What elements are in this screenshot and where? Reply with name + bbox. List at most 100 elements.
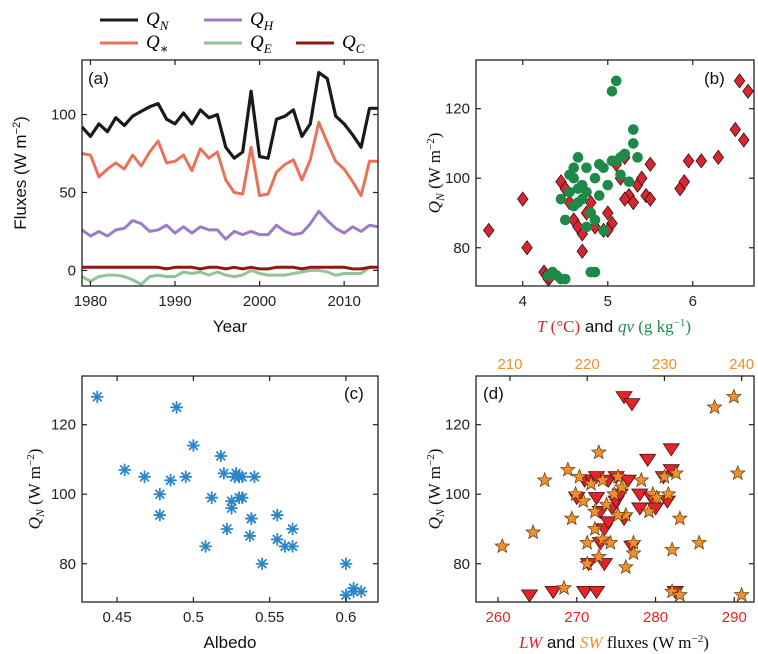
panel-c-xtick-label: 0.6 — [336, 609, 357, 626]
panel-c-ytick-label: 120 — [51, 417, 76, 434]
point-temperature — [517, 191, 529, 207]
panel-b-xtick-label: 5 — [604, 293, 612, 310]
point-sw — [656, 468, 673, 484]
point-sw — [594, 530, 611, 547]
point-qv — [589, 214, 601, 226]
point-sw — [706, 398, 723, 415]
panel-a-ytick-label: 100 — [51, 107, 76, 124]
point-sw — [571, 468, 588, 484]
panel-d-ytick-label: 100 — [445, 486, 470, 503]
panel-a-ytick-label: 0 — [68, 262, 76, 279]
point-sw — [586, 520, 604, 536]
point-qv — [572, 152, 584, 163]
point-temperature — [483, 222, 495, 239]
point-qv — [593, 190, 605, 201]
point-qv — [559, 214, 571, 226]
point-sw — [613, 478, 631, 495]
point-sw — [555, 579, 573, 596]
point-qv — [555, 193, 567, 205]
point-temperature — [738, 132, 750, 148]
panel-b-label: (b) — [704, 69, 725, 88]
point-sw — [617, 558, 634, 575]
panel-c-xlabel: Albedo — [204, 633, 257, 652]
point-albedo — [235, 491, 249, 505]
point-albedo — [217, 466, 231, 480]
panel-d-xlabel: LW and SW fluxes (W m−2) — [518, 633, 709, 652]
point-albedo — [199, 539, 212, 553]
point-albedo — [164, 473, 177, 487]
point-sw — [590, 444, 607, 460]
point-sw — [725, 388, 743, 404]
point-sw — [494, 537, 511, 554]
point-temperature — [695, 153, 708, 169]
point-temperature — [602, 205, 614, 221]
panel-b-ylabel: QN (W m−2) — [425, 133, 447, 214]
panel-c-ytick-label: 80 — [59, 556, 76, 573]
point-sw — [660, 485, 677, 502]
series-line-QE — [81, 265, 378, 286]
point-lw — [587, 585, 606, 600]
point-albedo — [235, 470, 249, 484]
point-temperature — [678, 174, 691, 190]
point-albedo — [248, 470, 261, 484]
point-temperature — [742, 83, 754, 99]
point-sw — [610, 506, 627, 522]
series-line-QC — [82, 265, 378, 271]
point-qv — [623, 176, 635, 187]
point-sw — [563, 510, 580, 526]
panel-a-ytick-label: 50 — [59, 184, 76, 201]
point-qv — [615, 169, 626, 181]
legend-label-Qstar: Q∗ — [146, 32, 169, 56]
point-albedo — [205, 491, 219, 505]
panel-d-ytick-label: 80 — [453, 556, 470, 573]
point-temperature — [644, 156, 657, 172]
panel-d-xtick-label: 280 — [643, 609, 668, 626]
panel-d-label: (d) — [483, 384, 504, 403]
point-sw — [559, 461, 576, 477]
point-lw — [638, 453, 657, 467]
panel-c-label: (c) — [344, 384, 364, 403]
panel-a-xtick-label: 2000 — [243, 293, 276, 310]
point-sw — [648, 489, 665, 505]
point-sw — [598, 496, 615, 512]
point-qv — [627, 138, 639, 149]
series-line-QH — [81, 209, 379, 241]
point-sw — [640, 503, 658, 519]
point-temperature — [733, 73, 746, 89]
point-sw — [579, 555, 596, 571]
point-albedo — [286, 522, 299, 536]
point-albedo — [138, 470, 151, 484]
point-qv — [610, 75, 622, 87]
point-albedo — [354, 585, 368, 598]
panel-b: 80 100 120 4 5 6 (b) QN (W m−2) T (°C) and qv… — [425, 59, 755, 336]
panel-b-ytick-label: 120 — [445, 101, 470, 118]
point-sw — [664, 541, 681, 557]
point-lw — [615, 391, 633, 405]
point-albedo — [153, 487, 167, 501]
point-qv — [581, 186, 592, 198]
point-sw — [729, 464, 746, 481]
point-sw — [567, 485, 584, 502]
point-lw — [619, 474, 637, 488]
legend-label-QC: QC — [342, 32, 365, 56]
panel-a-xtick-label: 1990 — [158, 293, 191, 310]
panel-d-xtick-top-label: 230 — [652, 356, 677, 373]
point-albedo — [170, 400, 183, 414]
point-temperature — [627, 194, 640, 211]
point-albedo — [244, 512, 258, 525]
panel-c-xtick-label: 0.45 — [102, 609, 131, 626]
point-temperature — [636, 170, 648, 186]
panel-a-xlabel: Year — [213, 317, 248, 336]
point-albedo — [286, 539, 299, 553]
legend-label-QN: QN — [146, 9, 170, 33]
point-qv — [606, 85, 618, 97]
point-sw — [579, 534, 596, 550]
point-qv — [598, 225, 609, 236]
panel-c-frame — [81, 375, 379, 603]
point-lw — [631, 488, 649, 502]
panel-d-ylabel: QN (W m−2) — [425, 449, 447, 530]
panel-d-xtick-top-label: 220 — [575, 356, 600, 373]
series-line-Qstar — [81, 120, 378, 198]
panel-b-xtick-label: 6 — [689, 293, 697, 310]
